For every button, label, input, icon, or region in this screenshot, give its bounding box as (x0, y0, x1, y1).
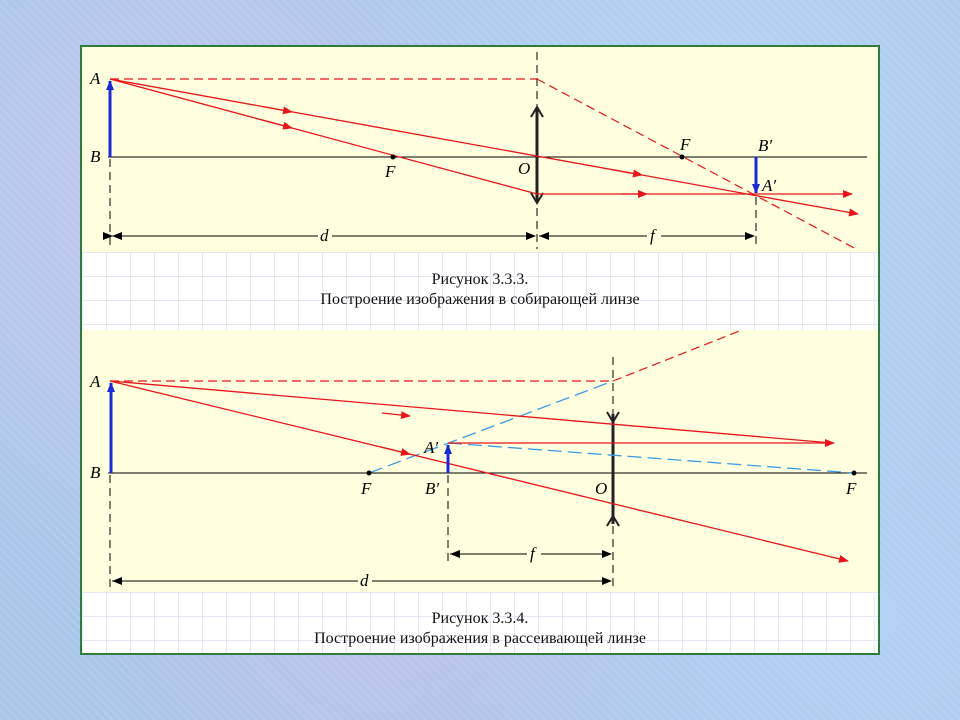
caption-band (82, 592, 878, 653)
converging-lens-diagram: A B F O F B′ A′ d f (82, 47, 878, 252)
dim-arrow-left (539, 232, 549, 240)
figure-caption-title: Рисунок 3.3.4. (431, 610, 529, 627)
label-F: F (360, 479, 372, 498)
diverging-lens-diagram: A B F A′ B′ O F f d (82, 330, 878, 592)
lens-arrow-top (606, 411, 620, 424)
ray-virtual-blue (368, 380, 614, 474)
ray-diverged-dashed (612, 330, 743, 382)
ray-central-mark (611, 168, 643, 178)
lens-arrow-bottom (530, 192, 544, 205)
focal-point (851, 470, 857, 476)
ray-center-mark (381, 446, 411, 456)
label-A-prime: A′ (423, 438, 438, 457)
ray-central (109, 78, 859, 217)
lens-arrow-top (530, 105, 544, 118)
dim-arrow-left (450, 550, 460, 558)
ray-central-mark (261, 105, 293, 115)
label-f: f (530, 544, 537, 563)
dim-arrow-left (112, 577, 122, 585)
label-d: d (320, 226, 329, 245)
label-O: O (518, 159, 530, 178)
label-d: d (360, 571, 369, 590)
label-F: F (845, 479, 857, 498)
figure-caption-text: Построение изображения в рассеивающей ли… (314, 630, 646, 647)
label-F: F (384, 162, 396, 181)
ray-through-center (109, 380, 849, 563)
dim-arrow-left (112, 232, 122, 240)
label-B: B (90, 147, 101, 166)
ray-virtual-blue (447, 442, 855, 474)
label-A: A (89, 372, 101, 391)
ray-through-focus (109, 78, 538, 195)
focal-point (679, 154, 685, 160)
ray-refracted-dashed (536, 78, 859, 251)
label-A: A (89, 69, 101, 88)
label-F: F (679, 135, 691, 154)
label-B-prime: B′ (425, 479, 439, 498)
label-f: f (650, 226, 657, 245)
diagram-background (82, 330, 878, 592)
ray-top (109, 380, 833, 444)
label-O: O (595, 479, 607, 498)
focal-point (366, 470, 372, 476)
ray-top-mark (381, 411, 411, 420)
label-B: B (90, 463, 101, 482)
figure-caption-text: Построение изображения в собирающей линз… (320, 291, 640, 308)
caption-band (82, 252, 878, 330)
label-B-prime: B′ (758, 136, 772, 155)
ray-through-focus-mark (261, 119, 293, 130)
focal-point (390, 154, 396, 160)
diagram-panel: A B F O F B′ A′ d f Рисунок 3.3.3. Постр… (80, 45, 880, 655)
lens-arrow-bottom (606, 514, 620, 527)
diagram-background (82, 47, 878, 252)
label-A-prime: A′ (761, 176, 776, 195)
figure-caption-title: Рисунок 3.3.3. (431, 271, 529, 288)
